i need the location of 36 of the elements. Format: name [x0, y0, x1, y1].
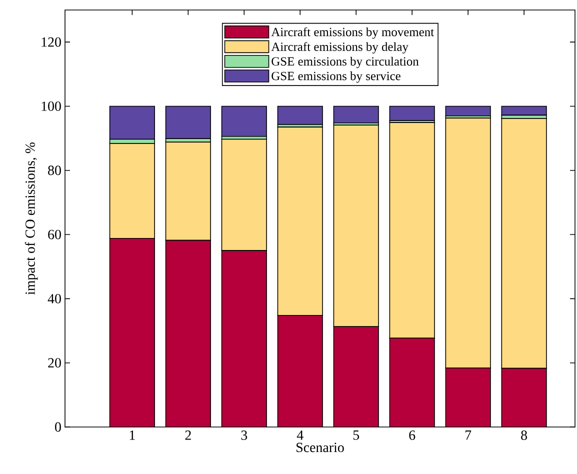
x-tick-label: 1	[130, 430, 135, 440]
y-axis-title: impact of CO emissions, %	[24, 142, 38, 295]
bar	[334, 326, 379, 427]
bar	[390, 338, 434, 427]
legend-label: Aircraft emissions by movement	[271, 27, 434, 39]
y-tick-label: 20	[48, 358, 61, 368]
y-tick-label: 120	[42, 37, 61, 47]
bar	[333, 106, 379, 124]
x-tick-label: 3	[241, 430, 248, 440]
y-tick-label: 40	[48, 294, 61, 304]
x-axis-title: Scenario	[296, 442, 344, 452]
bar	[446, 368, 490, 427]
x-tick-label: 6	[409, 430, 416, 440]
legend-label: Aircraft emissions by delay	[271, 42, 408, 54]
bar	[165, 106, 211, 140]
x-tick-label: 2	[185, 430, 191, 440]
x-tick-label: 8	[521, 430, 528, 440]
y-tick-label: 100	[42, 102, 61, 111]
x-tick-label: 5	[353, 430, 360, 440]
y-tick-label: 80	[48, 166, 61, 176]
bar	[110, 238, 155, 427]
bar	[109, 106, 155, 140]
bar	[501, 106, 547, 116]
x-tick-label: 7	[466, 430, 472, 440]
y-tick-label: 60	[48, 230, 61, 240]
bar	[445, 106, 491, 116]
bar	[278, 315, 323, 427]
bar	[277, 106, 323, 125]
bar	[166, 240, 211, 427]
bar	[221, 106, 267, 137]
y-tick-label: 0	[55, 422, 61, 432]
legend-label: GSE emissions by circulation	[272, 56, 419, 68]
x-tick-label: 4	[296, 430, 304, 440]
bar	[222, 250, 267, 427]
bar	[501, 368, 547, 427]
legend-label: GSE emissions by service	[272, 71, 400, 83]
